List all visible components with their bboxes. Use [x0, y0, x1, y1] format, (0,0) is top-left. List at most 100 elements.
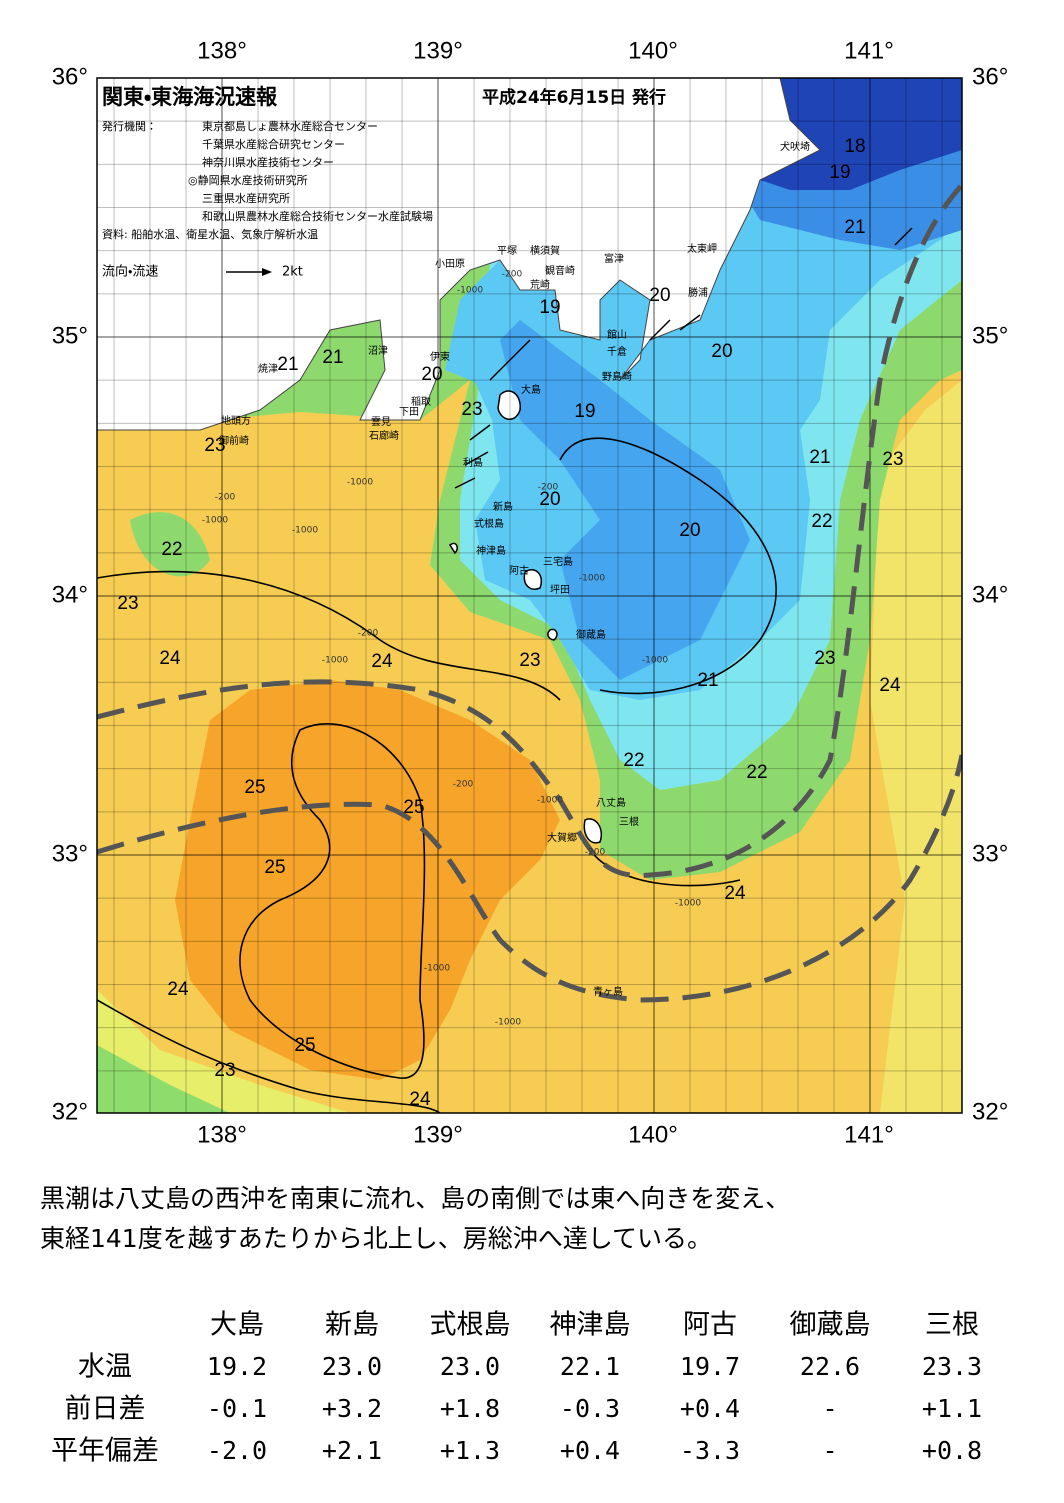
- latitude-label: 34°: [52, 581, 88, 608]
- longitude-label: 141°: [844, 37, 894, 64]
- sea-cool: [130, 512, 210, 577]
- data-source: 資料: 船舶水温、衛星水温、気象庁解析水温: [102, 227, 318, 241]
- isotherm-label: 25: [403, 797, 424, 818]
- depth-label: -200: [358, 629, 379, 639]
- isotherm-label: 20: [711, 341, 732, 362]
- latitude-label: 36°: [52, 63, 88, 90]
- legend-label: 流向・流速: [102, 264, 158, 280]
- depth-label: -200: [453, 780, 474, 790]
- depth-label: -1000: [675, 899, 701, 909]
- isotherm-label: 18: [844, 136, 865, 157]
- depth-label: -200: [538, 483, 559, 493]
- isotherm-label: 23: [882, 449, 903, 470]
- place-name: 阿古: [509, 564, 529, 577]
- issue-date: 平成24年6月15日 発行: [482, 87, 666, 108]
- isotherm-label: 23: [117, 593, 138, 614]
- column-header: 大島: [210, 1310, 264, 1341]
- depth-label: -1000: [537, 796, 563, 806]
- depth-label: -200: [215, 493, 236, 503]
- depth-label: -1000: [347, 478, 373, 488]
- table-cell: 22.1: [560, 1352, 620, 1381]
- isotherm-label: 25: [244, 777, 265, 798]
- latitude-label: 35°: [972, 322, 1008, 349]
- publisher: 千葉県水産総合研究センター: [202, 137, 345, 151]
- place-name: 利島: [463, 456, 483, 469]
- table-cell: +3.2: [322, 1394, 382, 1423]
- sea-warm: [870, 380, 962, 1113]
- place-name: 館山: [607, 328, 627, 341]
- place-name: 式根島: [474, 517, 504, 530]
- table-cell: 23.3: [922, 1352, 982, 1381]
- graticule: [97, 78, 962, 1113]
- latitude-label: 34°: [972, 581, 1008, 608]
- isotherm-label: 24: [409, 1089, 431, 1110]
- isotherm-label: 21: [277, 354, 298, 375]
- isotherm-label: 24: [159, 648, 181, 669]
- place-name: 御前崎: [219, 434, 249, 447]
- column-header: 三根: [925, 1310, 979, 1341]
- depth-label: -1000: [495, 1018, 521, 1028]
- table-cell: +0.4: [680, 1394, 740, 1423]
- place-name: 三根: [619, 815, 639, 828]
- publisher: 三重県水産研究所: [202, 191, 290, 205]
- isotherm-label: 24: [724, 883, 746, 904]
- place-name: 地頭方: [221, 414, 251, 427]
- publisher: 神奈川県水産技術センター: [202, 155, 334, 169]
- place-name: 八丈島: [596, 796, 626, 809]
- column-header: 神津島: [550, 1310, 631, 1341]
- isotherm-label: 20: [421, 364, 442, 385]
- map-title: 関東・東海海況速報: [102, 85, 278, 109]
- isotherm-label: 24: [167, 979, 189, 1000]
- latitude-label: 35°: [52, 322, 88, 349]
- table-cell: -3.3: [680, 1436, 740, 1465]
- isotherm-label: 25: [294, 1035, 315, 1056]
- place-name: 大賀郷: [547, 831, 577, 844]
- longitude-label: 139°: [413, 37, 463, 64]
- table-cell: +2.1: [322, 1436, 382, 1465]
- place-name: 平塚: [497, 245, 517, 257]
- latitude-label: 32°: [52, 1098, 88, 1125]
- place-name: 千倉: [607, 346, 627, 358]
- longitude-label: 141°: [844, 1121, 894, 1148]
- depth-label: -1000: [579, 574, 605, 584]
- isotherm-label: 19: [574, 401, 595, 422]
- islands: [449, 390, 602, 844]
- latitude-label: 33°: [52, 840, 88, 867]
- isotherms: [97, 437, 777, 1113]
- place-name: 三宅島: [543, 555, 573, 568]
- place-name: 大島: [521, 383, 541, 396]
- publisher: ◎静岡県水産技術研究所: [188, 173, 308, 187]
- map-frame: [96, 77, 963, 1114]
- table-cell: 19.7: [680, 1352, 740, 1381]
- depth-label: -200: [585, 848, 606, 858]
- table-cell: -0.1: [207, 1394, 267, 1423]
- publisher-label: 発行機関：: [102, 119, 157, 133]
- isotherm-label: 24: [879, 675, 901, 696]
- longitude-label: 140°: [628, 1121, 678, 1148]
- place-name: 小田原: [435, 258, 465, 270]
- place-name: 新島: [493, 500, 513, 513]
- isotherm-label: 23: [214, 1060, 235, 1081]
- sea-cool: [97, 1045, 230, 1113]
- table-cell: +0.8: [922, 1436, 982, 1465]
- place-name: 富津: [604, 252, 624, 265]
- isotherm-label: 21: [697, 670, 718, 691]
- description-line: 黒潮は八丈島の西沖を南東に流れ、島の南側では東へ向きを変え、: [40, 1184, 790, 1213]
- longitude-label: 138°: [197, 37, 247, 64]
- table-cell: +1.3: [440, 1436, 500, 1465]
- isotherm-label: 23: [814, 648, 835, 669]
- depth-label: -1000: [457, 286, 483, 296]
- isotherm-label: 20: [649, 285, 670, 306]
- table-cell: -0.3: [560, 1394, 620, 1423]
- isotherm-label: 22: [623, 750, 644, 771]
- depth-label: -1000: [424, 964, 450, 974]
- depth-label: -1000: [322, 656, 348, 666]
- place-name: 下田: [399, 407, 419, 418]
- table-cell: +1.8: [440, 1394, 500, 1423]
- row-label: 平年偏差: [51, 1436, 159, 1467]
- place-name: 神津島: [476, 544, 506, 557]
- column-header: 阿古: [683, 1310, 737, 1341]
